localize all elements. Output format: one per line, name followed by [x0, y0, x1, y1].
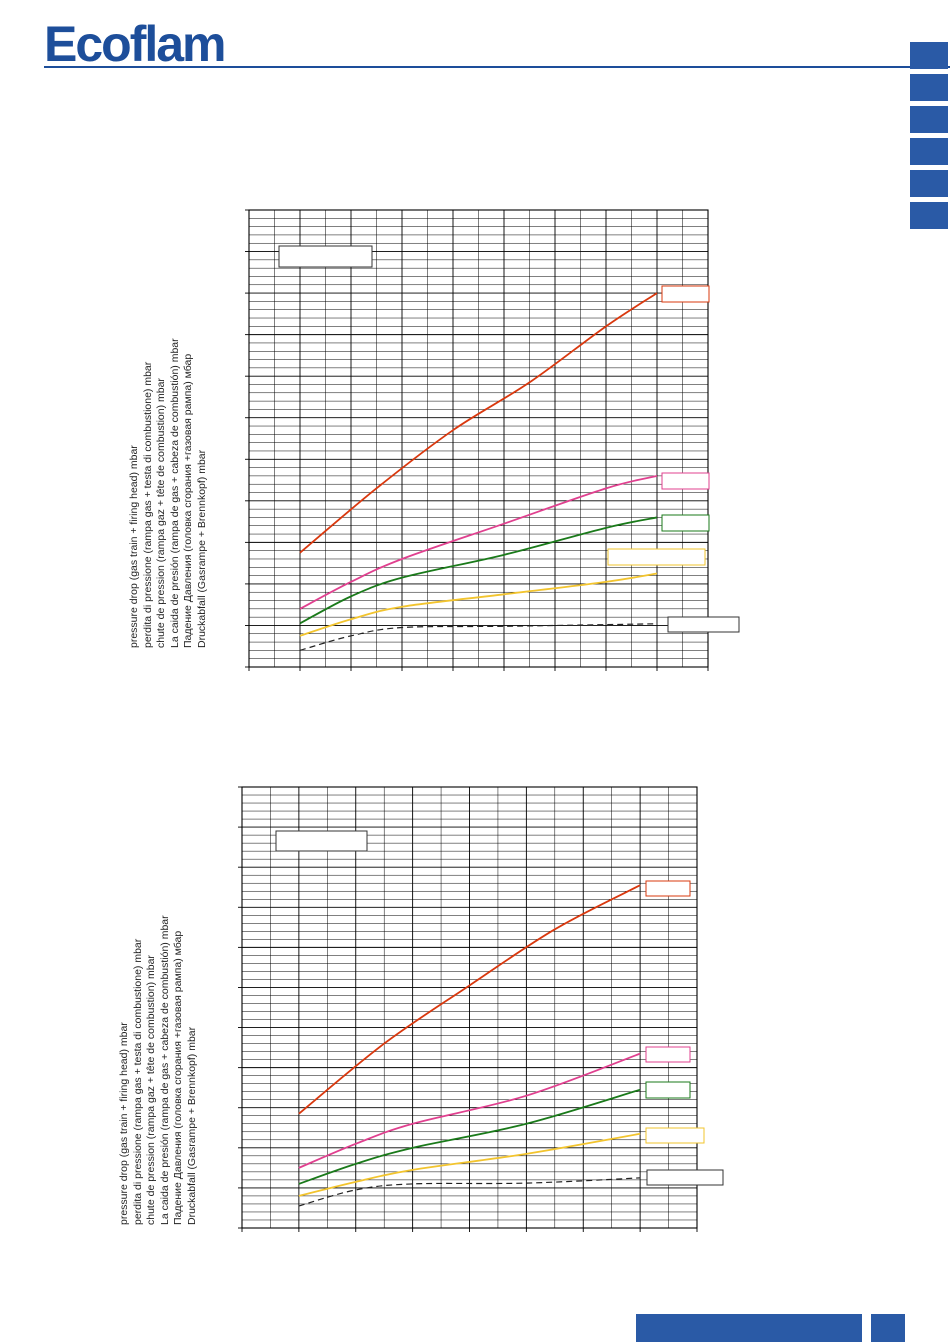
legend-box-4: [645, 1081, 691, 1099]
series-line-4: [298, 1132, 641, 1197]
legend-box-4: [661, 514, 710, 532]
header-rule: [44, 66, 950, 68]
section-tab[interactable]: [910, 74, 948, 101]
series-line-1: [298, 884, 641, 1115]
legend-box-1: [275, 830, 368, 852]
series-line-5: [298, 1177, 641, 1207]
legend-box-3: [661, 472, 710, 490]
section-tab[interactable]: [910, 42, 948, 69]
series-line-3: [299, 516, 658, 625]
section-tab[interactable]: [910, 170, 948, 197]
legend-box-5: [607, 548, 706, 566]
series-line-3: [298, 1088, 641, 1185]
section-tab[interactable]: [910, 106, 948, 133]
plot-frame: [241, 786, 698, 1229]
plot-frame: [248, 209, 709, 668]
legend-box-6: [667, 616, 740, 633]
series-line-5: [299, 623, 658, 651]
legend-box-2: [645, 880, 691, 897]
series-line-2: [299, 475, 658, 610]
series-line-4: [299, 572, 658, 637]
series-line-2: [298, 1052, 641, 1169]
legend-box-6: [646, 1169, 724, 1186]
series-line-1: [299, 292, 658, 554]
footer-page-box: [871, 1314, 905, 1342]
footer-bar: [636, 1314, 862, 1342]
legend-box-3: [645, 1046, 691, 1063]
ecoflam-logo: Ecoflam: [44, 16, 227, 72]
legend-box-2: [661, 285, 710, 303]
legend-box-5: [645, 1127, 705, 1144]
section-tab[interactable]: [910, 138, 948, 165]
section-tab[interactable]: [910, 202, 948, 229]
legend-box-1: [278, 245, 373, 268]
